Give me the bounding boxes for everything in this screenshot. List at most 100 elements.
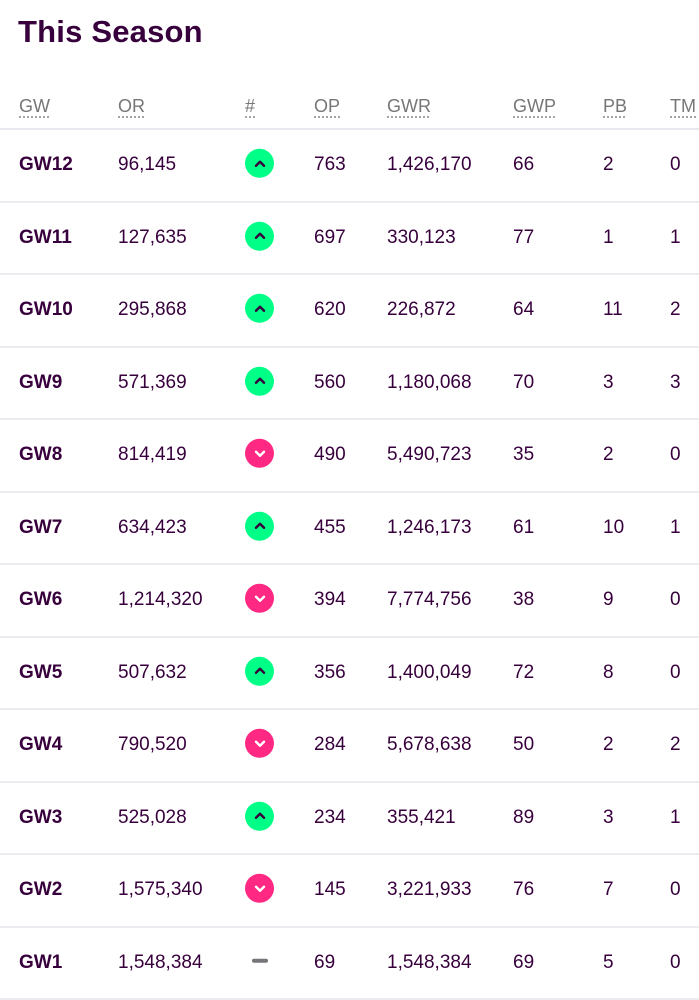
rank-down-icon xyxy=(245,584,274,614)
gameweek-cell[interactable]: GW2 xyxy=(19,879,63,901)
table-row: GW2 1,575,340 145 3,221,933 76 7 0 xyxy=(0,855,699,928)
transfers-made-cell: 0 xyxy=(670,879,681,901)
table-row: GW11 127,635 697 330,123 77 1 1 xyxy=(0,203,699,275)
page-title: This Season xyxy=(18,14,203,49)
gameweek-rank-cell: 355,421 xyxy=(387,806,456,828)
header-gameweek-rank[interactable]: GWR xyxy=(387,96,431,116)
points-on-bench-cell: 9 xyxy=(603,589,614,611)
gameweek-points-cell: 89 xyxy=(513,806,535,828)
overall-points-cell: 455 xyxy=(314,516,346,538)
rank-up-icon xyxy=(245,801,274,831)
header-overall-rank[interactable]: OR xyxy=(118,96,145,116)
transfers-made-cell: 0 xyxy=(670,154,681,176)
gameweek-cell[interactable]: GW4 xyxy=(19,734,63,756)
header-points-on-bench[interactable]: PB xyxy=(603,96,628,116)
table-row: GW4 790,520 284 5,678,638 50 2 2 xyxy=(0,710,699,783)
header-movement[interactable]: # xyxy=(245,96,256,116)
overall-points-cell: 620 xyxy=(314,299,346,321)
overall-rank-cell: 295,868 xyxy=(118,299,187,321)
gameweek-points-cell: 69 xyxy=(513,951,535,973)
rank-same-icon xyxy=(245,947,274,976)
rank-down-icon xyxy=(245,874,274,904)
table-row: GW8 814,419 490 5,490,723 35 2 0 xyxy=(0,420,699,493)
gameweek-cell[interactable]: GW5 xyxy=(19,661,63,683)
gameweek-points-cell: 72 xyxy=(513,661,535,683)
overall-rank-cell: 571,369 xyxy=(118,371,187,393)
gameweek-rank-cell: 1,180,068 xyxy=(387,371,472,393)
gameweek-cell[interactable]: GW10 xyxy=(19,299,73,321)
points-on-bench-cell: 7 xyxy=(603,879,614,901)
gameweek-points-cell: 61 xyxy=(513,516,535,538)
gameweek-rank-cell: 5,678,638 xyxy=(387,734,472,756)
overall-rank-cell: 507,632 xyxy=(118,661,187,683)
rank-up-icon xyxy=(245,294,274,324)
points-on-bench-cell: 8 xyxy=(603,661,614,683)
table-row: GW5 507,632 356 1,400,049 72 8 0 xyxy=(0,638,699,710)
overall-points-cell: 394 xyxy=(314,589,346,611)
transfers-made-cell: 2 xyxy=(670,734,681,756)
gameweek-rank-cell: 1,426,170 xyxy=(387,154,472,176)
gameweek-rank-cell: 1,246,173 xyxy=(387,516,472,538)
gameweek-cell[interactable]: GW7 xyxy=(19,516,63,538)
overall-points-cell: 356 xyxy=(314,661,346,683)
season-history-table: GW OR # OP GWR GWP PB TM GW12 96,145 763 1,… xyxy=(0,84,699,1000)
gameweek-rank-cell: 3,221,933 xyxy=(387,879,472,901)
transfers-made-cell: 0 xyxy=(670,661,681,683)
header-overall-points[interactable]: OP xyxy=(314,96,341,116)
gameweek-rank-cell: 1,400,049 xyxy=(387,661,472,683)
points-on-bench-cell: 11 xyxy=(603,299,623,321)
overall-points-cell: 697 xyxy=(314,226,346,248)
transfers-made-cell: 0 xyxy=(670,589,681,611)
table-row: GW9 571,369 560 1,180,068 70 3 3 xyxy=(0,348,699,420)
gameweek-cell[interactable]: GW6 xyxy=(19,589,63,611)
gameweek-cell[interactable]: GW3 xyxy=(19,806,63,828)
overall-rank-cell: 1,548,384 xyxy=(118,951,203,973)
gameweek-cell[interactable]: GW11 xyxy=(19,226,72,248)
transfers-made-cell: 1 xyxy=(670,516,681,538)
header-gameweek-points[interactable]: GWP xyxy=(513,96,556,116)
overall-points-cell: 234 xyxy=(314,806,346,828)
gameweek-points-cell: 70 xyxy=(513,371,535,393)
gameweek-rank-cell: 7,774,756 xyxy=(387,589,472,611)
gameweek-points-cell: 66 xyxy=(513,154,535,176)
overall-points-cell: 284 xyxy=(314,734,346,756)
overall-rank-cell: 96,145 xyxy=(118,154,177,176)
gameweek-points-cell: 50 xyxy=(513,734,535,756)
gameweek-cell[interactable]: GW9 xyxy=(19,371,63,393)
rank-up-icon xyxy=(245,511,274,541)
table-body: GW12 96,145 763 1,426,170 66 2 0 GW11 127,635 697… xyxy=(0,130,699,1000)
overall-rank-cell: 1,214,320 xyxy=(118,589,203,611)
gameweek-cell[interactable]: GW8 xyxy=(19,444,63,466)
table-row: GW7 634,423 455 1,246,173 61 10 1 xyxy=(0,493,699,565)
header-gw[interactable]: GW xyxy=(19,96,50,116)
gameweek-cell[interactable]: GW12 xyxy=(19,154,73,176)
gameweek-rank-cell: 330,123 xyxy=(387,226,456,248)
overall-rank-cell: 525,028 xyxy=(118,806,187,828)
gameweek-rank-cell: 226,872 xyxy=(387,299,456,321)
rank-up-icon xyxy=(245,366,274,396)
points-on-bench-cell: 2 xyxy=(603,154,614,176)
transfers-made-cell: 0 xyxy=(670,951,681,973)
table-row: GW1 1,548,384 69 1,548,384 69 5 0 xyxy=(0,928,699,1000)
transfers-made-cell: 0 xyxy=(670,444,681,466)
overall-rank-cell: 1,575,340 xyxy=(118,879,203,901)
table-row: GW3 525,028 234 355,421 89 3 1 xyxy=(0,783,699,855)
points-on-bench-cell: 1 xyxy=(603,226,614,248)
overall-rank-cell: 790,520 xyxy=(118,734,187,756)
rank-up-icon xyxy=(245,149,274,179)
points-on-bench-cell: 2 xyxy=(603,444,614,466)
overall-points-cell: 560 xyxy=(314,371,346,393)
gameweek-cell[interactable]: GW1 xyxy=(19,951,63,973)
header-transfers-made[interactable]: TM xyxy=(670,96,696,116)
gameweek-rank-cell: 5,490,723 xyxy=(387,444,472,466)
overall-points-cell: 145 xyxy=(314,879,346,901)
rank-up-icon xyxy=(245,656,274,686)
overall-points-cell: 763 xyxy=(314,154,346,176)
overall-rank-cell: 814,419 xyxy=(118,444,187,466)
overall-points-cell: 490 xyxy=(314,444,346,466)
gameweek-points-cell: 76 xyxy=(513,879,535,901)
table-row: GW10 295,868 620 226,872 64 11 2 xyxy=(0,275,699,348)
points-on-bench-cell: 3 xyxy=(603,371,614,393)
overall-points-cell: 69 xyxy=(314,951,336,973)
gameweek-points-cell: 35 xyxy=(513,444,535,466)
